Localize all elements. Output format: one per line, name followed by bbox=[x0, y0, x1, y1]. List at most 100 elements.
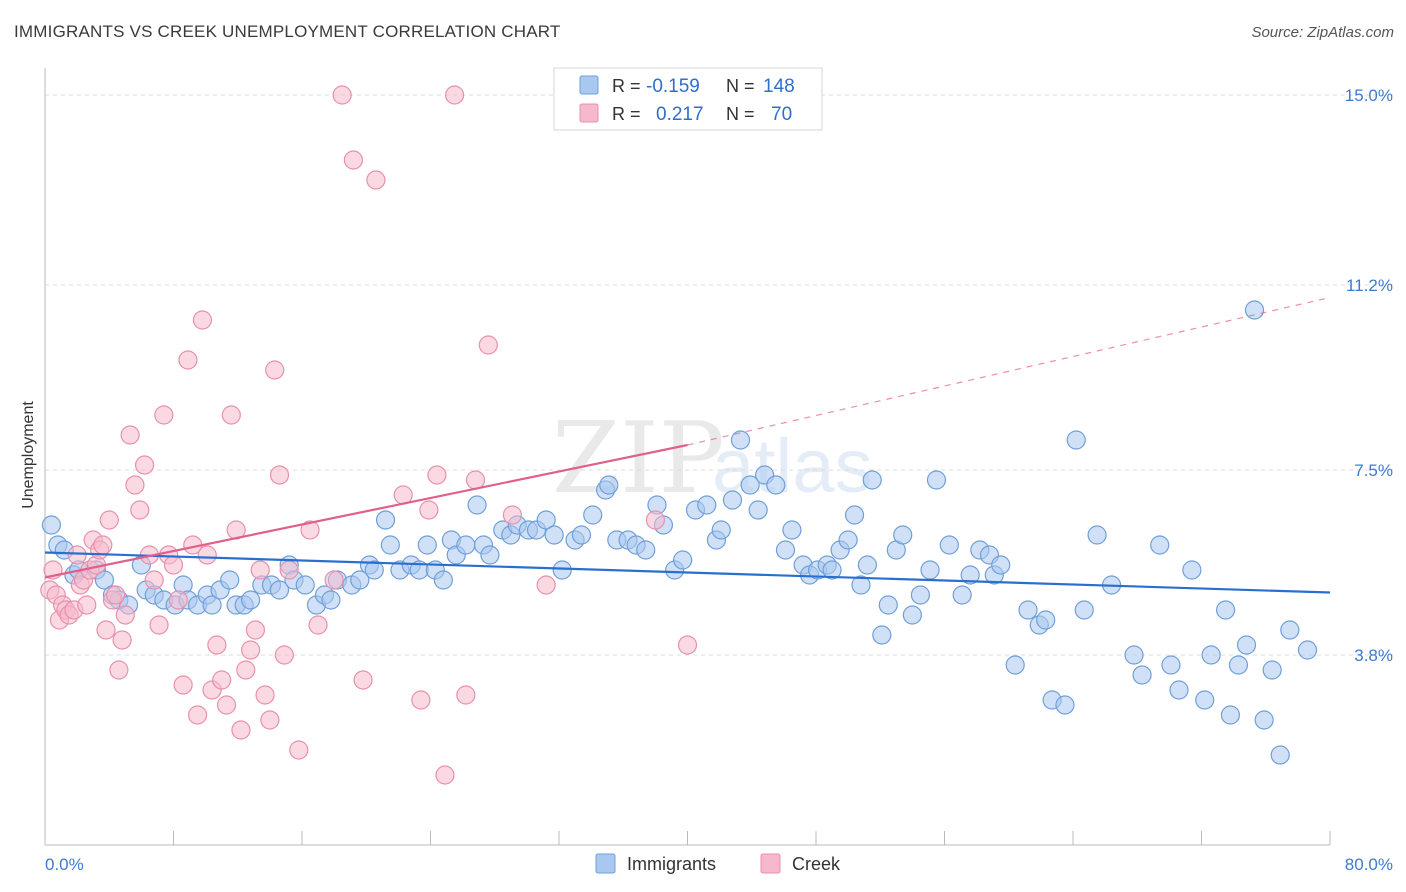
immigrants-point bbox=[711, 520, 731, 540]
immigrants-point bbox=[467, 495, 487, 515]
creek-point bbox=[279, 560, 299, 580]
immigrants-point bbox=[1297, 640, 1318, 660]
creek-point bbox=[115, 605, 135, 625]
creek-point bbox=[241, 640, 261, 660]
creek-point bbox=[274, 645, 294, 665]
immigrants-point bbox=[872, 625, 892, 645]
creek-point bbox=[112, 630, 132, 650]
immigrants-point bbox=[456, 535, 476, 555]
immigrants-point bbox=[1132, 665, 1152, 685]
immigrants-point bbox=[364, 560, 384, 580]
immigrants-point bbox=[1169, 680, 1189, 700]
legend-box bbox=[553, 67, 823, 131]
immigrants-trend-line bbox=[44, 551, 1331, 594]
creek-point bbox=[216, 695, 237, 715]
creek-point bbox=[168, 590, 188, 610]
creek-point bbox=[419, 500, 439, 520]
x-tick-label: 0.0% bbox=[45, 855, 84, 874]
creek-point bbox=[187, 705, 208, 725]
creek-point bbox=[478, 335, 498, 355]
creek-point bbox=[96, 620, 116, 640]
immigrants-point bbox=[910, 585, 931, 605]
watermark-zip: ZIP bbox=[552, 402, 725, 516]
immigrants-point bbox=[220, 570, 240, 590]
legend-n-label: N = bbox=[726, 104, 755, 124]
creek-point bbox=[109, 660, 129, 680]
creek-point bbox=[411, 690, 431, 710]
creek-point bbox=[212, 670, 232, 690]
creek-point bbox=[332, 85, 352, 105]
immigrants-point bbox=[94, 570, 115, 590]
immigrants-point bbox=[1055, 695, 1075, 715]
creek-point bbox=[125, 475, 145, 495]
immigrants-point bbox=[375, 510, 396, 530]
tick-labels: 3.8% 7.5% 11.2% 15.0% 0.0% 80.0% bbox=[45, 86, 1393, 874]
immigrants-point bbox=[544, 525, 564, 545]
creek-point bbox=[269, 465, 290, 485]
creek-point bbox=[134, 455, 155, 475]
immigrants-point bbox=[1195, 690, 1215, 710]
immigrants-point bbox=[295, 575, 315, 595]
immigrants-point bbox=[960, 565, 980, 585]
immigrants-point bbox=[1074, 600, 1094, 620]
creek-point bbox=[435, 765, 455, 785]
immigrants-point bbox=[1066, 430, 1086, 450]
immigrants-point bbox=[202, 595, 222, 615]
immigrants-point bbox=[697, 495, 717, 515]
creek-point bbox=[77, 595, 97, 615]
creek-point bbox=[149, 615, 169, 635]
immigrants-point bbox=[673, 550, 693, 570]
creek-point bbox=[343, 150, 363, 170]
creek-point bbox=[106, 585, 126, 605]
legend-swatch-immigrants bbox=[595, 853, 616, 874]
immigrants-point bbox=[782, 520, 802, 540]
immigrants-point bbox=[740, 475, 760, 495]
data-points bbox=[40, 85, 1318, 785]
immigrants-point bbox=[902, 605, 922, 625]
creek-point bbox=[289, 740, 309, 760]
immigrants-point bbox=[862, 470, 882, 490]
creek-point bbox=[536, 575, 556, 595]
creek-point bbox=[173, 675, 193, 695]
legend-swatch-immigrants bbox=[579, 75, 599, 95]
trend-lines bbox=[44, 296, 1331, 594]
creek-point bbox=[207, 635, 227, 655]
creek-point bbox=[245, 620, 266, 640]
immigrants-point bbox=[878, 595, 898, 615]
creek-point bbox=[308, 615, 328, 635]
immigrants-point bbox=[1124, 645, 1144, 665]
immigrants-point bbox=[844, 505, 865, 525]
immigrants-point bbox=[1201, 645, 1221, 665]
creek-point bbox=[99, 510, 119, 530]
creek-trend-extension bbox=[687, 296, 1331, 446]
immigrants-point bbox=[1182, 560, 1202, 580]
immigrants-point bbox=[350, 570, 370, 590]
creek-point bbox=[677, 635, 698, 655]
immigrants-point bbox=[730, 430, 751, 450]
immigrants-point bbox=[571, 525, 592, 545]
creek-point bbox=[300, 520, 320, 540]
immigrants-point bbox=[433, 570, 453, 590]
immigrants-point bbox=[636, 540, 656, 560]
immigrants-point bbox=[838, 530, 858, 550]
y-axis-label: Unemployment bbox=[20, 401, 37, 509]
creek-point bbox=[236, 660, 256, 680]
immigrants-point bbox=[583, 505, 603, 525]
creek-point bbox=[67, 545, 87, 565]
creek-trend-line bbox=[44, 443, 688, 579]
legend-r-label: R = bbox=[612, 104, 641, 124]
creek-point bbox=[221, 405, 241, 425]
creek-point bbox=[231, 720, 251, 740]
creek-point bbox=[260, 710, 280, 730]
y-tick-label: 15.0% bbox=[1345, 86, 1393, 105]
creek-point bbox=[154, 405, 174, 425]
immigrants-point bbox=[321, 590, 341, 610]
immigrants-point bbox=[269, 580, 290, 600]
creek-point bbox=[197, 545, 217, 565]
creek-point bbox=[255, 685, 275, 705]
immigrants-point bbox=[939, 535, 959, 555]
immigrants-point bbox=[1005, 655, 1025, 675]
immigrants-point bbox=[991, 555, 1011, 575]
creek-point bbox=[93, 535, 113, 555]
